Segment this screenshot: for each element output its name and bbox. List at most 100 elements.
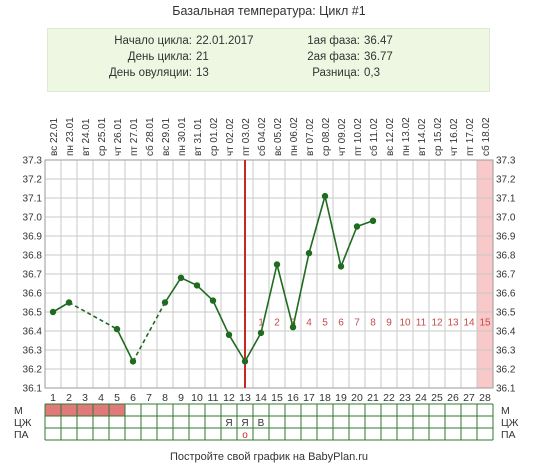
y-tick-left: 36.7 [23, 270, 43, 281]
y-tick-left: 37.3 [23, 156, 43, 167]
temperature-point [369, 217, 377, 224]
y-tick-right: 37.3 [496, 156, 516, 167]
date-label: чт 16.02 [449, 118, 460, 156]
day-number: 16 [287, 392, 299, 404]
day-number: 5 [114, 392, 120, 404]
temperature-line-gap [68, 301, 118, 330]
row-label-right: ЦЖ [501, 417, 519, 429]
date-label: чт 02.02 [225, 118, 236, 156]
day-number: 27 [463, 392, 475, 404]
day-number: 22 [383, 392, 395, 404]
phase2-day-label: 11 [416, 318, 427, 329]
row-label-right: ПА [501, 429, 516, 441]
day-number: 23 [399, 392, 411, 404]
phase2-value: 36.77 [364, 51, 393, 63]
day-number: 26 [447, 392, 459, 404]
y-tick-left: 36.8 [23, 251, 43, 262]
date-label: ср 25.01 [97, 117, 108, 156]
phase2-day-label: 6 [338, 318, 344, 329]
cycle-info-panel: Начало цикла: 22.01.2017 День цикла: 21 … [47, 28, 490, 92]
day-number: 7 [146, 392, 152, 404]
cervical-mark: В [258, 418, 265, 429]
y-tick-right: 36.1 [496, 384, 516, 395]
date-label: пт 10.02 [353, 118, 364, 156]
day-number: 4 [98, 392, 104, 404]
temperature-line [260, 264, 278, 334]
phase2-day-label: 9 [386, 318, 392, 329]
row-label-left: М [14, 405, 23, 417]
temperature-line [308, 195, 326, 254]
temperature-line [116, 328, 134, 362]
y-tick-right: 36.6 [496, 289, 516, 300]
date-label: вт 31.01 [193, 118, 204, 156]
temperature-point [129, 358, 137, 365]
day-number: 11 [208, 392, 219, 404]
temperature-point [241, 358, 249, 365]
date-label: вт 24.01 [81, 118, 92, 156]
y-tick-left: 36.6 [23, 289, 43, 300]
day-number: 3 [82, 392, 88, 404]
date-label: вс 05.02 [273, 118, 284, 156]
y-tick-left: 37.1 [23, 194, 43, 205]
y-tick-right: 37.2 [496, 175, 516, 186]
temperature-line [212, 300, 230, 336]
phase2-day-label: 14 [463, 318, 475, 329]
y-tick-left: 36.2 [23, 365, 43, 376]
temperature-point [193, 282, 201, 289]
temperature-line [244, 332, 262, 362]
day-number: 1 [50, 392, 56, 404]
temperature-line-gap [132, 302, 166, 362]
day-number: 10 [191, 392, 203, 404]
day-number: 12 [223, 392, 235, 404]
temperature-point [65, 299, 73, 306]
date-label: пн 06.02 [289, 117, 300, 156]
y-tick-right: 37.1 [496, 194, 516, 205]
menstruation-cell [45, 404, 61, 416]
temperature-line [324, 195, 342, 267]
y-tick-right: 37.0 [496, 213, 516, 224]
day-number: 20 [351, 392, 363, 404]
menstruation-cell [93, 404, 109, 416]
y-tick-left: 37.0 [23, 213, 43, 224]
menstruation-cell [61, 404, 77, 416]
date-label: ср 01.02 [209, 117, 220, 156]
phase2-day-label: 10 [399, 318, 411, 329]
y-tick-left: 37.2 [23, 175, 43, 186]
temperature-line [228, 334, 246, 362]
y-tick-right: 36.2 [496, 365, 516, 376]
date-label: пн 30.01 [177, 117, 188, 156]
date-label: сб 04.02 [256, 117, 268, 156]
temperature-point [209, 297, 217, 304]
date-label: пт 17.02 [465, 118, 476, 156]
date-label: вс 12.02 [385, 118, 396, 156]
temperature-point [257, 329, 265, 337]
menstruation-cell [109, 404, 125, 416]
date-label: сб 18.02 [480, 117, 492, 156]
bbt-chart: 36.1 36.1 36.2 36.2 36.3 36.3 36.4 36.4 36.5 36.5… [14, 117, 519, 441]
date-label: сб 28.01 [144, 117, 156, 156]
phase2-label: 2ая фаза: [307, 51, 360, 63]
date-label: вт 14.02 [417, 118, 428, 156]
day-number: 17 [303, 392, 315, 404]
temperature-line [196, 284, 214, 302]
y-tick-left: 36.4 [23, 327, 43, 338]
day-number: 14 [255, 392, 267, 404]
date-label: вс 29.01 [161, 118, 172, 156]
phase1-value: 36.47 [364, 35, 393, 47]
y-tick-right: 36.8 [496, 251, 516, 262]
chart-title: Базальная температура: Цикл #1 [172, 4, 366, 18]
day-number: 2 [66, 392, 72, 404]
temperature-point [113, 325, 121, 333]
day-number: 25 [431, 392, 443, 404]
footer-link[interactable]: Постройте свой график на BabyPlan.ru [169, 451, 369, 463]
day-number: 18 [319, 392, 331, 404]
row-label-left: ЦЖ [14, 417, 32, 429]
phase2-day-label: 1 [258, 318, 264, 329]
temperature-line [292, 252, 310, 328]
phase2-day-label: 8 [370, 318, 376, 329]
temperature-line [340, 226, 358, 267]
row-label-left: ПА [14, 429, 29, 441]
date-label: пн 13.02 [401, 117, 412, 156]
date-label: вт 07.02 [305, 118, 316, 156]
